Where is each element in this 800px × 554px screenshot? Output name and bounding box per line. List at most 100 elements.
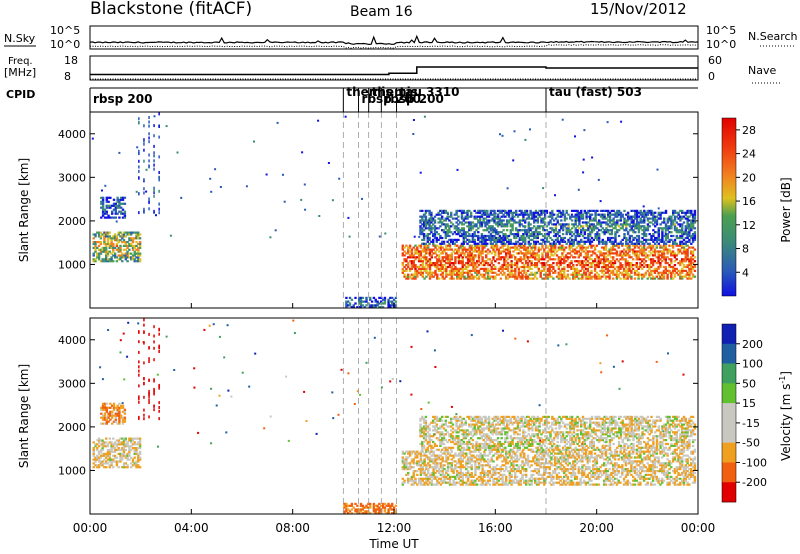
echo-cell [454, 464, 457, 467]
echo-cell [652, 217, 655, 220]
echo-cell [487, 213, 491, 216]
echo-cell [505, 256, 508, 259]
echo-cell [463, 271, 466, 274]
echo-cell [630, 229, 633, 232]
echo-cell [461, 248, 464, 251]
echo-cell [603, 242, 606, 245]
echo-cell [465, 468, 468, 471]
echo-cell [526, 264, 530, 267]
echo-cell [476, 262, 479, 265]
echo-cell [465, 265, 468, 269]
echo-cell [472, 267, 475, 270]
echo-cell [448, 260, 452, 263]
echo-cell [599, 209, 603, 212]
echo-cell [443, 452, 446, 455]
echo-cell [673, 260, 677, 263]
echo-cell [434, 477, 437, 480]
echo-cell [661, 229, 664, 232]
echo-cell [110, 242, 113, 246]
echo-cell [500, 242, 503, 245]
echo-cell [119, 460, 122, 463]
echo-cell [434, 466, 437, 469]
echo-cell [137, 235, 140, 238]
echo-cell [559, 246, 562, 249]
echo-cell [456, 466, 459, 469]
echo-cell [604, 271, 608, 274]
echo-cell [686, 236, 689, 240]
echo-cell [601, 262, 604, 265]
echo-cell [525, 209, 529, 212]
echo-cell [497, 254, 501, 257]
echo-cell [601, 265, 604, 269]
echo-cell [644, 256, 648, 259]
echo-cell [483, 244, 486, 247]
echo-cell [108, 437, 111, 440]
echo-cell [426, 227, 429, 230]
echo-cell [488, 471, 492, 475]
echo-cell [664, 209, 668, 212]
echo-cell [504, 233, 507, 236]
echo-cell [474, 470, 477, 473]
echo-cell [628, 264, 631, 267]
echo-cell [540, 225, 543, 228]
echo-cell [641, 236, 644, 240]
echo-cell [106, 254, 110, 257]
echo-cell [517, 468, 521, 471]
echo-cell [424, 211, 428, 214]
echo-cell [514, 460, 517, 463]
echo-cell [489, 234, 493, 238]
echo-cell [427, 470, 430, 473]
echo-cell [457, 267, 461, 270]
echo-cell [421, 483, 424, 486]
echo-cell [580, 233, 583, 236]
echo-cell [463, 252, 466, 255]
echo-cell [507, 209, 511, 212]
echo-cell [130, 237, 133, 240]
echo-cell [443, 260, 446, 263]
echo-cell [501, 468, 504, 471]
echo-cell [528, 256, 531, 259]
echo-cell [108, 448, 111, 452]
echo-cell [126, 231, 129, 234]
echo-cell [617, 209, 621, 212]
echo-cell [623, 209, 626, 212]
echo-cell [661, 233, 664, 236]
echo-cell [361, 300, 365, 303]
echo-cell [416, 452, 419, 455]
echo-cell [503, 456, 506, 459]
echo-cell [514, 475, 517, 478]
echo-cell [460, 233, 464, 236]
echo-cell [534, 209, 538, 212]
echo-cell [128, 437, 131, 440]
echo-cell [581, 240, 585, 243]
echo-cell [116, 404, 119, 407]
echo-cell [583, 265, 586, 269]
echo-cell [115, 248, 119, 251]
echo-cell [531, 238, 534, 241]
echo-cell [466, 477, 470, 480]
echo-cell [464, 211, 467, 214]
echo-cell [466, 211, 469, 214]
echo-cell [112, 254, 115, 257]
echo-cell [443, 256, 446, 259]
echo-cell [492, 470, 495, 473]
echo-cell [670, 244, 673, 247]
echo-cell [448, 454, 452, 457]
echo-cell [664, 211, 668, 214]
echo-cell [610, 269, 613, 272]
echo-cell [470, 473, 473, 476]
echo-cell [109, 204, 112, 207]
echo-cell [549, 213, 552, 216]
echo-cell [498, 231, 502, 234]
echo-cell [574, 217, 577, 220]
echo-cell [432, 470, 435, 473]
echo-cell [601, 215, 604, 218]
echo-cell [519, 252, 522, 255]
echo-cell [511, 233, 514, 236]
echo-cell [118, 422, 121, 425]
echo-cell [542, 240, 545, 243]
echo-cell [530, 267, 533, 270]
echo-cell [632, 244, 635, 247]
echo-cell [563, 213, 567, 216]
echo-cell [588, 277, 591, 280]
